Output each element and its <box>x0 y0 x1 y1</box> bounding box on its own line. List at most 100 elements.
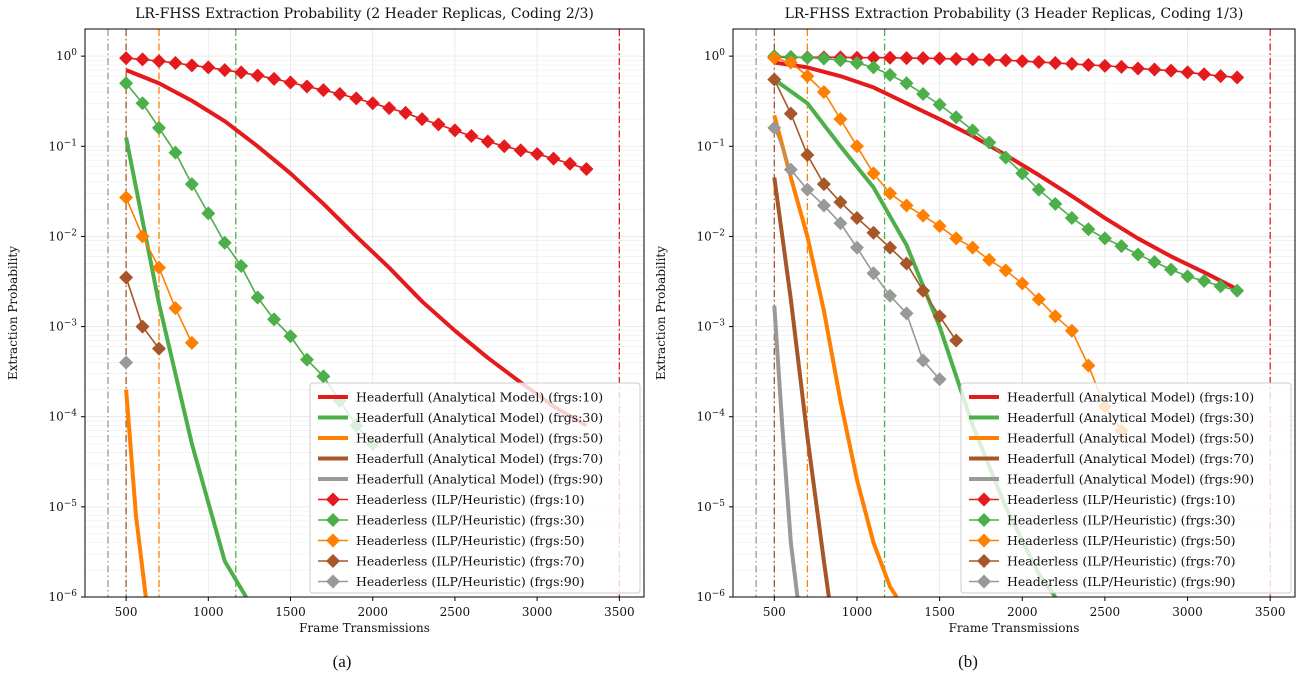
data-point <box>767 120 782 135</box>
x-tick-label: 1500 <box>924 605 955 619</box>
data-point <box>1130 247 1145 262</box>
data-point <box>883 67 898 82</box>
data-point <box>866 166 881 181</box>
data-point <box>299 79 314 94</box>
x-tick-label: 3000 <box>522 605 553 619</box>
data-point <box>899 306 914 321</box>
y-tick-label: 10−4 <box>696 409 725 424</box>
series-line-0 <box>125 68 588 428</box>
data-point <box>800 69 815 84</box>
data-point <box>916 87 931 102</box>
legend-label: Headerfull (Analytical Model) (frgs:10) <box>356 390 603 405</box>
data-point <box>816 51 831 66</box>
data-point <box>398 105 413 120</box>
data-point <box>899 51 914 66</box>
series-line-8 <box>773 79 957 341</box>
data-point <box>866 60 881 75</box>
legend-label: Headerless (ILP/Heuristic) (frgs:10) <box>1007 492 1236 507</box>
data-point <box>546 151 561 166</box>
legend-label: Headerfull (Analytical Model) (frgs:70) <box>1007 451 1254 466</box>
x-axis-label: Frame Transmissions <box>299 621 430 635</box>
data-point <box>316 369 331 384</box>
data-point <box>767 72 782 87</box>
legend-box <box>960 382 1292 594</box>
axes-frame <box>84 28 645 598</box>
legend-label: Headerless (ILP/Heuristic) (frgs:30) <box>356 513 585 528</box>
data-point <box>1097 58 1112 73</box>
data-point <box>480 134 495 149</box>
data-point <box>899 256 914 271</box>
legend-marker <box>326 492 340 507</box>
chart-title: LR-FHSS Extraction Probability (3 Header… <box>785 6 1244 22</box>
data-point <box>563 156 578 171</box>
data-point <box>965 123 980 138</box>
data-point <box>1213 279 1228 294</box>
data-point <box>1230 70 1245 85</box>
series-line-1 <box>124 137 248 597</box>
y-tick-label: 10−6 <box>696 589 725 604</box>
data-point <box>250 68 265 83</box>
legend-label: Headerless (ILP/Heuristic) (frgs:90) <box>1007 574 1236 589</box>
legend: Headerfull (Analytical Model) (frgs:10) H… <box>309 382 641 594</box>
x-tick-label: 2500 <box>440 605 471 619</box>
data-point <box>982 252 997 267</box>
legend-label: Headerless (ILP/Heuristic) (frgs:50) <box>1007 533 1236 548</box>
y-tick-label: 10−4 <box>48 409 77 424</box>
data-point <box>899 76 914 91</box>
data-point <box>1081 222 1096 237</box>
data-point <box>849 139 864 154</box>
data-point <box>866 266 881 281</box>
data-point <box>965 52 980 67</box>
data-point <box>299 352 314 367</box>
data-point <box>1031 292 1046 307</box>
x-tick-label: 2500 <box>1090 605 1121 619</box>
data-point <box>1197 67 1212 82</box>
data-point <box>1197 274 1212 289</box>
data-point <box>800 182 815 197</box>
data-point <box>1164 262 1179 277</box>
legend-box <box>309 382 641 594</box>
data-point <box>833 53 848 68</box>
axes-frame <box>732 28 1296 598</box>
data-point <box>899 198 914 213</box>
data-point <box>1031 182 1046 197</box>
x-tick-label: 1500 <box>275 605 306 619</box>
data-point <box>151 54 166 69</box>
data-point <box>932 97 947 112</box>
y-tick-label: 10−3 <box>48 319 77 334</box>
data-point <box>816 198 831 213</box>
data-point <box>513 143 528 158</box>
x-tick-label: 500 <box>115 605 138 619</box>
legend-label: Headerless (ILP/Heuristic) (frgs:10) <box>356 492 585 507</box>
data-point <box>1015 276 1030 291</box>
legend-marker <box>977 533 991 548</box>
data-point <box>1213 69 1228 84</box>
data-point <box>151 260 166 275</box>
data-point <box>998 150 1013 165</box>
data-point <box>234 258 249 273</box>
data-point <box>497 139 512 154</box>
data-point <box>833 195 848 210</box>
legend-marker <box>977 513 991 527</box>
legend-label: Headerfull (Analytical Model) (frgs:70) <box>356 451 603 466</box>
data-point <box>135 319 150 334</box>
data-point <box>932 51 947 66</box>
data-point <box>949 231 964 246</box>
data-point <box>800 148 815 163</box>
data-point <box>916 353 931 368</box>
data-point <box>119 51 134 66</box>
data-point <box>415 112 430 127</box>
data-point <box>119 76 134 91</box>
data-point <box>530 147 545 162</box>
data-point <box>916 51 931 66</box>
x-tick-label: 2000 <box>1007 605 1038 619</box>
data-point <box>119 190 134 205</box>
x-axis-label: Frame Transmissions <box>949 621 1080 635</box>
data-point <box>267 312 282 327</box>
data-point <box>135 52 150 67</box>
chart-panel-1: 500 1000 1500 2000 2500 3000 3500 100 10−1 10−2 10… <box>654 6 1296 635</box>
legend-marker <box>326 554 340 568</box>
data-point <box>916 283 931 298</box>
data-point <box>1064 211 1079 226</box>
data-point <box>866 225 881 240</box>
